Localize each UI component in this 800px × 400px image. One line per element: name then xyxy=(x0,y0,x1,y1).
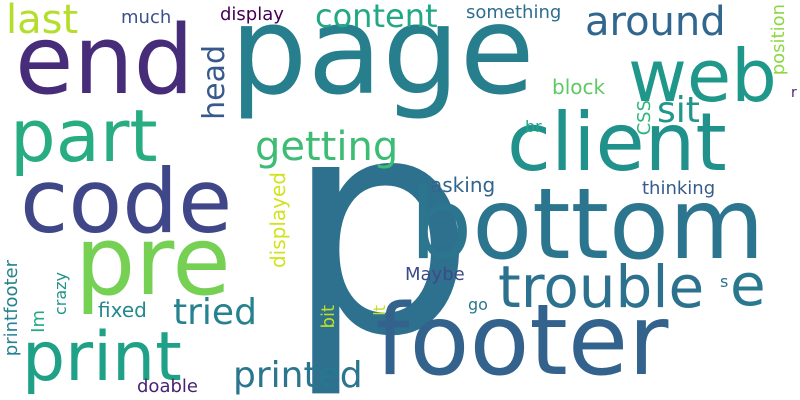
word-br: br xyxy=(525,117,542,136)
word-crazy: crazy xyxy=(51,272,70,316)
word-fixed: fixed xyxy=(98,298,147,322)
word-getting: getting xyxy=(255,124,399,170)
word-sit: sit xyxy=(657,90,700,131)
word-printed: printed xyxy=(233,355,363,396)
word-printfooter: printfooter xyxy=(1,260,22,357)
word-displayed: displayed xyxy=(266,172,290,269)
word-footer: footer xyxy=(375,284,669,398)
word-print: print xyxy=(22,318,182,397)
word-around: around xyxy=(585,0,726,45)
word-position: position xyxy=(768,4,789,76)
word-last: last xyxy=(6,0,79,43)
word-part: part xyxy=(10,94,158,178)
word-trouble: trouble xyxy=(498,253,705,321)
word-much: much xyxy=(121,7,172,28)
word-im: Im xyxy=(28,310,49,333)
word-s: s xyxy=(720,272,729,291)
word-r: r xyxy=(791,85,797,101)
word-maybe: Maybe xyxy=(405,264,465,285)
word-doable: doable xyxy=(137,376,198,397)
word-tried: tried xyxy=(173,292,257,333)
word-block: block xyxy=(552,75,606,99)
word-display: display xyxy=(220,4,284,25)
word-client: client xyxy=(507,96,727,189)
word-e: e xyxy=(730,251,766,319)
word-css: CSS xyxy=(634,100,655,136)
word-bottom: bottom xyxy=(410,168,765,282)
word-pre: pre xyxy=(75,207,231,317)
word-page: page xyxy=(230,0,535,122)
word-lt: lt xyxy=(370,305,389,316)
word-head: head xyxy=(197,45,232,120)
word-bit: bit xyxy=(318,305,339,329)
word-web: web xyxy=(628,34,777,118)
word-end: end xyxy=(15,6,194,116)
word-code: code xyxy=(20,150,233,253)
word-thinking: thinking xyxy=(642,178,716,199)
word-asking: asking xyxy=(430,173,496,197)
word-go: go xyxy=(468,295,488,314)
word-p: p xyxy=(285,53,476,400)
word-content: content xyxy=(315,0,438,35)
word-something: something xyxy=(466,2,562,23)
